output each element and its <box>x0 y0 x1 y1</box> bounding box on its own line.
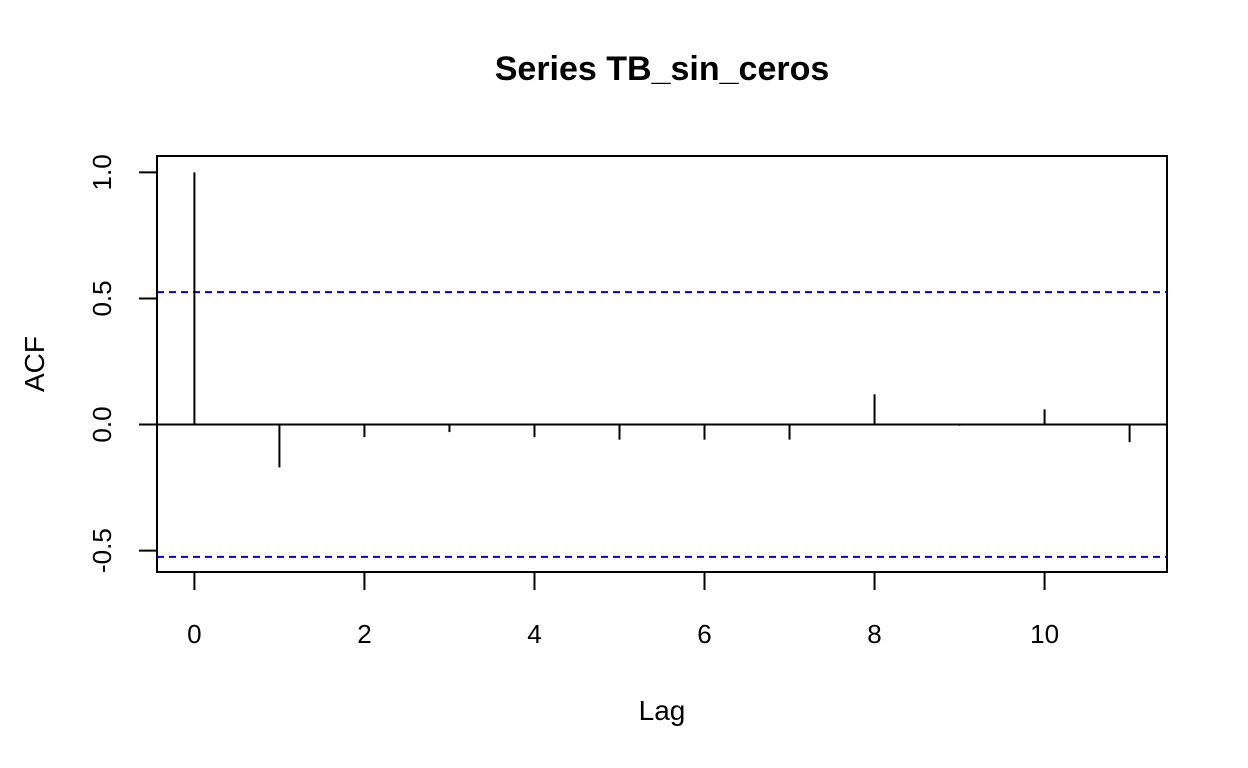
plot-frame <box>156 155 1168 573</box>
x-tick-label: 2 <box>357 619 371 649</box>
y-axis-label: ACF <box>19 336 50 392</box>
x-tick-label: 8 <box>867 619 881 649</box>
x-tick-label: 6 <box>697 619 711 649</box>
y-tick-label: 0.0 <box>87 406 117 442</box>
y-tick-label: 1.0 <box>87 154 117 190</box>
x-tick-label: 0 <box>187 619 201 649</box>
acf-bars <box>193 172 1131 468</box>
y-axis: -0.5 0.0 0.5 1.0 <box>87 154 158 573</box>
y-tick-label: 0.5 <box>87 280 117 316</box>
y-tick-label: -0.5 <box>87 528 117 573</box>
x-axis-label: Lag <box>639 695 686 726</box>
x-axis: 0 2 4 6 8 10 <box>187 571 1059 649</box>
confidence-lines <box>157 291 1167 558</box>
chart-title: Series TB_sin_ceros <box>495 50 830 88</box>
x-tick-label: 10 <box>1030 619 1059 649</box>
x-tick-label: 4 <box>527 619 541 649</box>
